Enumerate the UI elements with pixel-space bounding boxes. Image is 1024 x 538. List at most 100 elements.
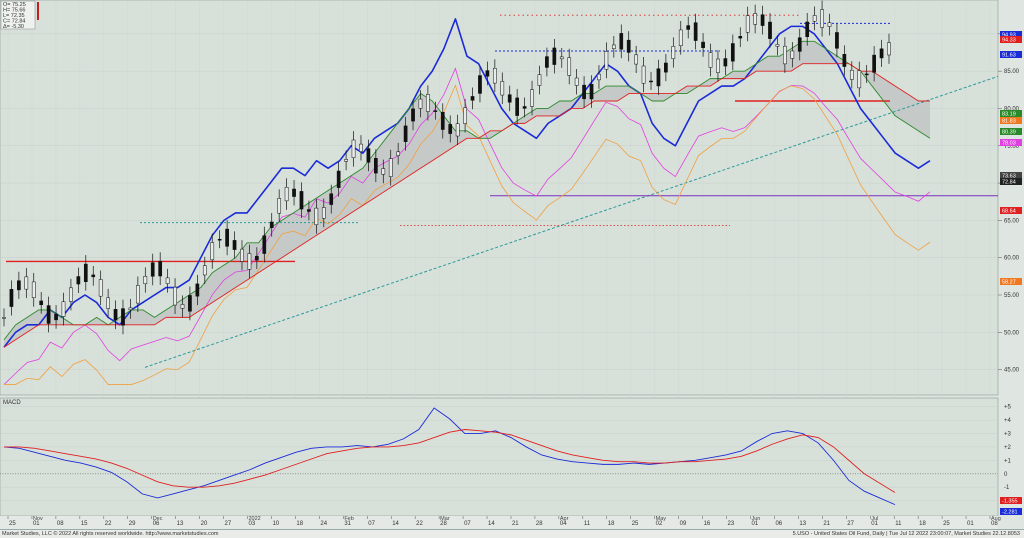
- candle-body: [418, 98, 423, 109]
- price-axis-label: 80.00: [1004, 106, 1020, 112]
- date-axis-month-label: Nov: [33, 516, 43, 522]
- price-panel-frame: [0, 0, 999, 396]
- price-value-tag-label: 91.63: [1002, 53, 1016, 59]
- candle-body: [597, 73, 601, 81]
- price-value-tag-label: 78.03: [1002, 141, 1016, 147]
- candle-body: [106, 297, 110, 309]
- date-axis-label: 24: [320, 521, 327, 527]
- candle-body: [448, 124, 453, 134]
- candle-body: [329, 193, 334, 205]
- candle-body: [849, 69, 854, 80]
- date-axis-label: 02: [656, 521, 663, 527]
- candle-body: [783, 45, 787, 65]
- candle-body: [864, 73, 869, 76]
- price-value-tag: [1000, 31, 1022, 38]
- price-overlays: [3, 14, 999, 385]
- date-axis-month-label: Apr: [560, 516, 569, 522]
- candle-body: [730, 43, 735, 62]
- price-value-tag: [1000, 51, 1022, 58]
- date-axis-label: 08: [57, 521, 64, 527]
- date-axis-label: 21: [512, 521, 519, 527]
- candle-body: [336, 170, 341, 188]
- ohlc-open: O= 75.25: [3, 2, 26, 8]
- date-axis-label: 07: [368, 521, 375, 527]
- candle-body: [24, 276, 29, 290]
- date-axis-label: 20: [201, 521, 208, 527]
- candle-body: [708, 52, 713, 68]
- candle-body: [701, 41, 705, 48]
- candle-body: [812, 15, 817, 22]
- macd-series: [3, 407, 896, 506]
- price-value-tag: [1000, 117, 1022, 124]
- candle-body: [128, 307, 133, 311]
- date-axis-label: 18: [919, 521, 926, 527]
- candle-body: [842, 54, 847, 67]
- price-value-tag: [1000, 278, 1022, 285]
- date-axis-label: 21: [823, 521, 830, 527]
- candle-body: [634, 54, 638, 65]
- date-axis-label: 13: [177, 521, 184, 527]
- date-axis-label: 11: [895, 521, 902, 527]
- date-axis-month-label: Aug: [991, 516, 1001, 522]
- candle-body: [255, 255, 259, 261]
- candle-body: [359, 143, 363, 152]
- candle-body: [559, 56, 564, 60]
- candle-body: [500, 81, 505, 96]
- candle-body: [188, 295, 192, 312]
- candle-body: [381, 168, 386, 175]
- candle-body: [217, 238, 222, 241]
- candle-body: [686, 25, 691, 30]
- candle-body: [574, 77, 579, 86]
- candle-body: [522, 106, 527, 109]
- price-value-tag-label: 94.93: [1002, 33, 1016, 39]
- candle-body: [589, 83, 594, 100]
- candle-body: [202, 265, 207, 276]
- candle-body: [366, 148, 371, 163]
- candle-body: [83, 263, 88, 282]
- price-value-tag: [1000, 172, 1022, 179]
- date-axis-label: 04: [560, 521, 567, 527]
- ohlc-bar-marker: [37, 2, 39, 20]
- candle-body: [225, 228, 229, 247]
- candle-body: [745, 15, 750, 33]
- candle-body: [753, 13, 757, 25]
- candle-body: [530, 89, 534, 107]
- date-axis-month-label: Mar: [440, 516, 450, 522]
- price-axis-label: 60.00: [1004, 256, 1020, 262]
- date-axis-label: 25: [943, 521, 950, 527]
- date-axis-month-label: 2022: [249, 516, 261, 522]
- cloud-span-b: [3, 63, 930, 348]
- candle-body: [820, 9, 824, 28]
- candle-body: [664, 62, 668, 73]
- candle-body: [61, 301, 66, 317]
- candle-body: [277, 198, 282, 214]
- candle-body: [485, 70, 490, 77]
- date-axis-label: 16: [704, 521, 711, 527]
- candle-body: [165, 277, 170, 284]
- date-axis-label: 25: [9, 521, 16, 527]
- candle-body: [619, 33, 624, 50]
- candle-body: [887, 42, 891, 56]
- candle-body: [136, 285, 140, 304]
- candle-body: [31, 281, 36, 298]
- candle-body: [396, 151, 401, 156]
- ohlc-high: H= 75.66: [3, 8, 25, 14]
- candle-body: [433, 110, 438, 112]
- date-axis-label: 14: [392, 521, 399, 527]
- date-axis-band: [0, 516, 998, 529]
- price-value-tag: [1000, 110, 1022, 117]
- date-axis-label: 28: [536, 521, 543, 527]
- price-axis-label: 50.00: [1004, 330, 1020, 336]
- price-axis-label: 45.00: [1004, 368, 1020, 374]
- date-axis-label: 07: [464, 521, 471, 527]
- candle-body: [582, 84, 586, 100]
- candle-body: [54, 313, 58, 321]
- date-axis-label: 13: [799, 521, 806, 527]
- candle-body: [91, 274, 96, 278]
- support-trendline: [144, 75, 999, 368]
- candle-body: [723, 58, 728, 67]
- candle-body: [150, 262, 155, 277]
- candle-body: [835, 32, 839, 49]
